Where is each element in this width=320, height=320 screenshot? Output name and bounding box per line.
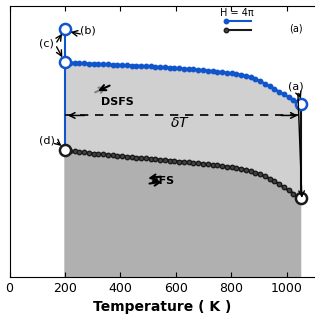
Text: H = 4π: H = 4π [220,8,254,19]
Polygon shape [65,150,300,277]
Text: AFS: AFS [151,176,175,187]
Text: DSFS: DSFS [101,97,134,107]
Text: (b): (b) [80,26,96,36]
X-axis label: Temperature ( K ): Temperature ( K ) [93,300,231,315]
Text: (d): (d) [39,136,54,146]
Text: (a): (a) [288,82,304,92]
Polygon shape [65,62,300,198]
Text: $\delta T$: $\delta T$ [170,116,190,130]
Text: (c): (c) [39,39,53,49]
Text: (a): (a) [290,24,303,34]
